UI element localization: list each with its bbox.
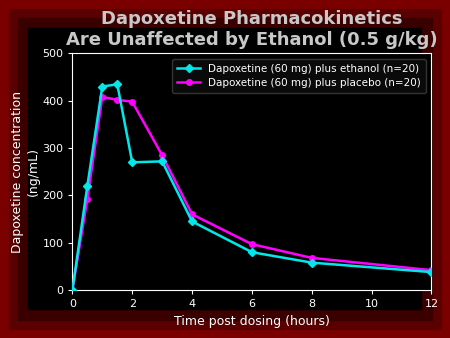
Dapoxetine (60 mg) plus placebo (n=20) — [189, 212, 195, 216]
Dapoxetine (60 mg) plus placebo (n=20) — [85, 197, 90, 201]
Dapoxetine (60 mg) plus ethanol (n=20) — [70, 288, 75, 292]
Dapoxetine (60 mg) plus ethanol (n=20) — [115, 82, 120, 86]
Y-axis label: Dapoxetine concentration
(ng/mL): Dapoxetine concentration (ng/mL) — [11, 91, 40, 253]
Dapoxetine (60 mg) plus placebo (n=20) — [429, 268, 434, 272]
Dapoxetine (60 mg) plus ethanol (n=20) — [85, 184, 90, 188]
Dapoxetine (60 mg) plus placebo (n=20) — [159, 153, 165, 157]
Dapoxetine (60 mg) plus ethanol (n=20) — [309, 261, 315, 265]
Dapoxetine (60 mg) plus ethanol (n=20) — [249, 250, 255, 254]
Line: Dapoxetine (60 mg) plus ethanol (n=20): Dapoxetine (60 mg) plus ethanol (n=20) — [70, 81, 434, 293]
Dapoxetine (60 mg) plus placebo (n=20) — [309, 256, 315, 260]
Dapoxetine (60 mg) plus ethanol (n=20) — [189, 219, 195, 223]
Legend: Dapoxetine (60 mg) plus ethanol (n=20), Dapoxetine (60 mg) plus placebo (n=20): Dapoxetine (60 mg) plus ethanol (n=20), … — [172, 59, 426, 93]
Dapoxetine (60 mg) plus ethanol (n=20) — [130, 160, 135, 164]
Dapoxetine (60 mg) plus placebo (n=20) — [99, 95, 105, 99]
Title: Dapoxetine Pharmacokinetics
Are Unaffected by Ethanol (0.5 g/kg): Dapoxetine Pharmacokinetics Are Unaffect… — [66, 10, 438, 49]
Dapoxetine (60 mg) plus placebo (n=20) — [249, 242, 255, 246]
X-axis label: Time post dosing (hours): Time post dosing (hours) — [174, 315, 330, 328]
Line: Dapoxetine (60 mg) plus placebo (n=20): Dapoxetine (60 mg) plus placebo (n=20) — [70, 94, 434, 293]
Dapoxetine (60 mg) plus placebo (n=20) — [115, 98, 120, 102]
Dapoxetine (60 mg) plus ethanol (n=20) — [429, 270, 434, 274]
Dapoxetine (60 mg) plus ethanol (n=20) — [159, 159, 165, 163]
Dapoxetine (60 mg) plus placebo (n=20) — [70, 288, 75, 292]
Dapoxetine (60 mg) plus placebo (n=20) — [130, 100, 135, 104]
Dapoxetine (60 mg) plus ethanol (n=20) — [99, 84, 105, 89]
